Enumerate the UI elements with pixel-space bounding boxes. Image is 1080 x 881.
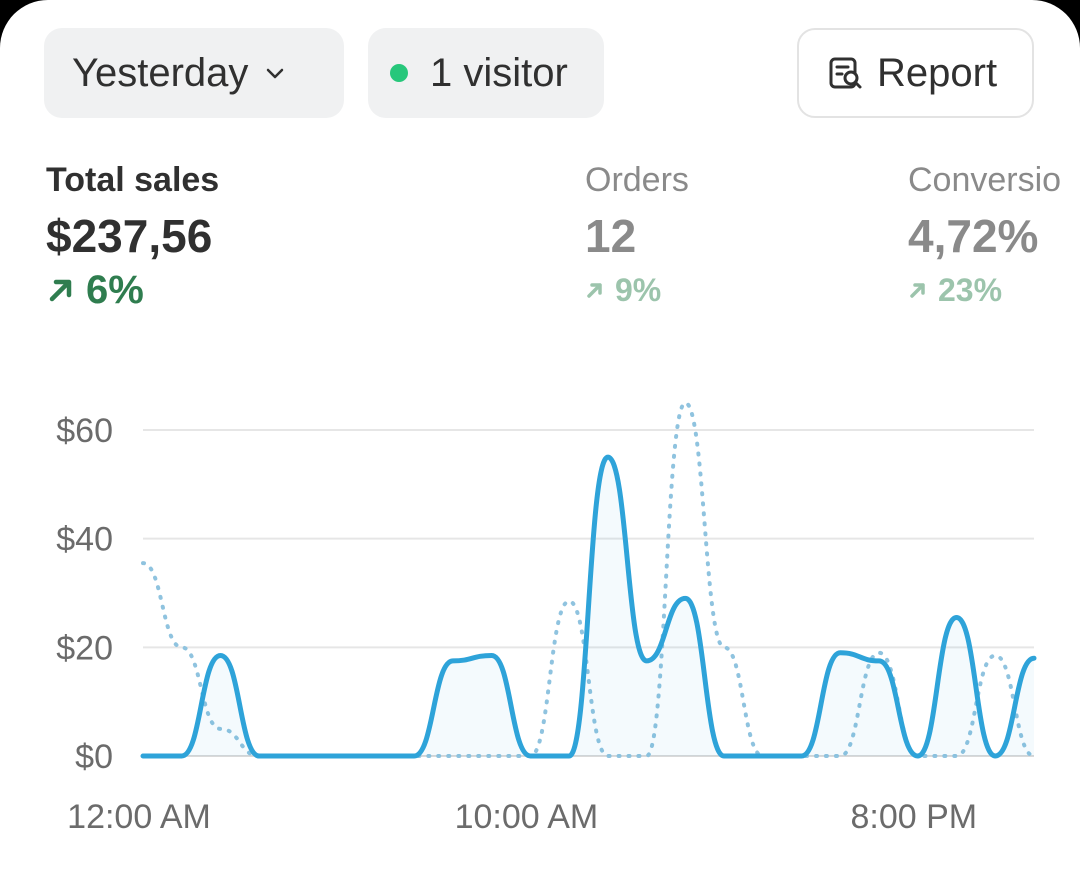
chevron-down-icon [267, 68, 284, 79]
data-point [951, 611, 963, 623]
data-point [602, 451, 614, 463]
metric-delta-value: 23% [938, 272, 1003, 308]
metric-label: Conversio [908, 161, 1062, 199]
metric-value: 12 [585, 210, 637, 262]
data-point [524, 750, 536, 762]
data-point [757, 750, 769, 762]
data-point [214, 649, 226, 661]
data-point [408, 750, 420, 762]
data-point [331, 750, 343, 762]
series-line-sales [140, 454, 1037, 759]
data-point [834, 647, 846, 659]
y-tick-label: $40 [56, 521, 113, 559]
y-tick-label: $0 [75, 738, 113, 776]
data-point [176, 750, 188, 762]
metric-label: Orders [585, 161, 689, 199]
data-point [253, 750, 265, 762]
data-point [292, 750, 304, 762]
data-point [679, 592, 691, 604]
metric-label: Total sales [46, 161, 220, 199]
live-visitors-label: 1 visitor [430, 50, 568, 95]
trend-up-icon [587, 283, 602, 298]
metric-conversion[interactable]: Conversio 4,72% 23% [908, 160, 1061, 312]
data-point [796, 750, 808, 762]
data-point [137, 750, 149, 762]
report-button[interactable]: Report [797, 28, 1034, 118]
live-visitors-button[interactable]: 1 visitor [368, 28, 604, 118]
data-point [1028, 652, 1040, 664]
date-range-label: Yesterday [72, 50, 249, 95]
date-range-dropdown[interactable]: Yesterday [44, 28, 344, 118]
metric-value: 4,72% [908, 210, 1039, 262]
metric-delta: 9% [585, 268, 689, 312]
metric-delta: 23% [908, 268, 1061, 312]
metric-total-sales[interactable]: Total sales $237,56 6% [46, 160, 219, 312]
trend-up-icon [910, 283, 925, 298]
data-point [641, 655, 653, 667]
metric-orders[interactable]: Orders 12 9% [585, 160, 689, 312]
report-label: Report [877, 50, 998, 95]
report-search-icon [829, 57, 862, 89]
data-point [486, 649, 498, 661]
trend-up-icon [49, 279, 72, 302]
y-tick-label: $60 [56, 412, 113, 450]
x-tick-label: 10:00 AM [455, 798, 599, 836]
data-point [563, 750, 575, 762]
data-point [873, 655, 885, 667]
sales-line-chart: $0 $20 $40 $60 12:00 AM 10:00 AM 8:00 PM [56, 400, 1040, 836]
metric-value: $237,56 [46, 210, 213, 262]
y-tick-label: $20 [56, 629, 113, 667]
x-tick-label: 12:00 AM [67, 798, 211, 836]
metric-delta-value: 6% [86, 268, 144, 312]
metric-delta-value: 9% [615, 272, 662, 308]
live-status-dot [390, 64, 408, 82]
data-point [447, 655, 459, 667]
data-point [718, 750, 730, 762]
data-point [989, 750, 1001, 762]
data-point [369, 750, 381, 762]
metric-delta: 6% [46, 268, 219, 312]
data-point [912, 750, 924, 762]
x-tick-label: 8:00 PM [850, 798, 977, 836]
